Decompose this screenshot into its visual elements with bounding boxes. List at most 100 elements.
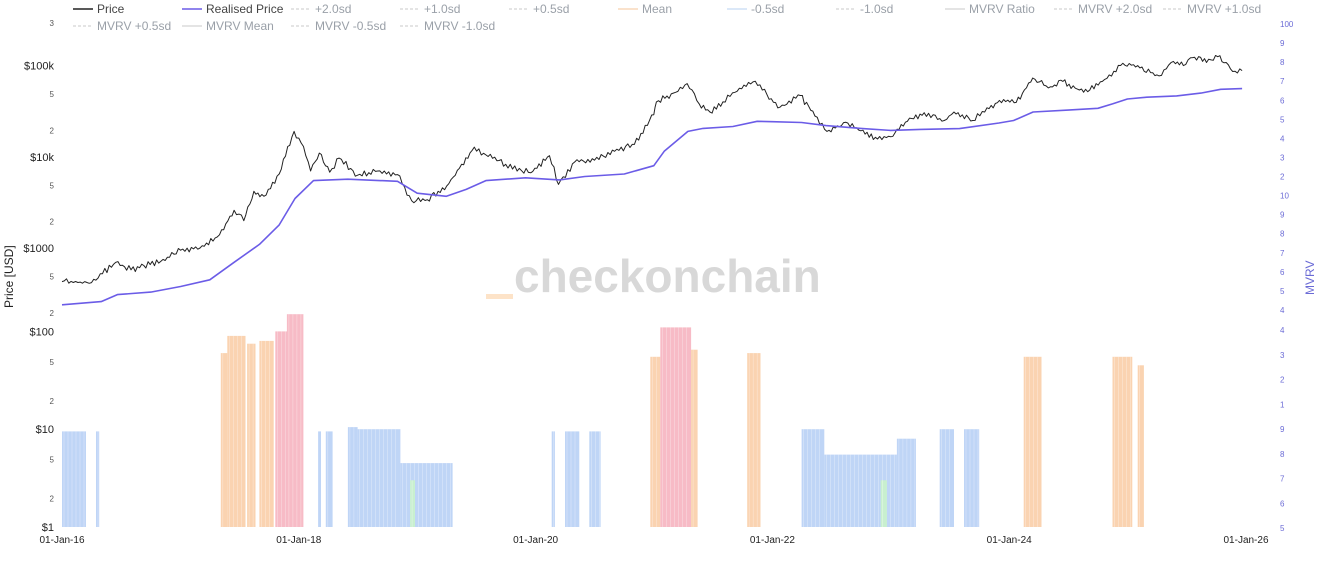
mvrv-band-elevated: [1137, 365, 1144, 527]
y-tick-left-minor: 2: [50, 309, 55, 318]
legend-item-2-0sd[interactable]: +2.0sd: [291, 2, 351, 16]
y-tick-right-top: 7: [1280, 77, 1285, 86]
mvrv-band-low: [589, 431, 601, 527]
mvrv-band-elevated: [650, 356, 661, 527]
y-tick-left-major: $100: [30, 326, 54, 338]
legend-item-mvrv-ratio[interactable]: MVRV Ratio: [945, 2, 1035, 16]
legend-label: +2.0sd: [315, 2, 351, 16]
mvrv-band-elevated: [1023, 356, 1042, 527]
mvrv-band-low: [400, 463, 453, 527]
y-tick-left-major: $100k: [24, 61, 54, 73]
mvrv-band-low: [347, 427, 358, 527]
mvrv-band-high: [286, 314, 304, 527]
legend-item-mvrv-0-5sd[interactable]: MVRV +0.5sd: [73, 19, 171, 33]
mvrv-band-low: [964, 429, 980, 527]
y-tick-left-minor: 2: [50, 397, 55, 406]
y-tick-right-top: 7: [1280, 249, 1285, 258]
mvrv-band-low: [62, 431, 86, 527]
mvrv-band-high: [660, 327, 692, 527]
legend-item-realised-price[interactable]: Realised Price: [182, 2, 284, 16]
legend-item-mvrv-1-0sd[interactable]: MVRV -1.0sd: [400, 19, 495, 33]
mvrv-band-elevated: [247, 343, 256, 527]
legend-item-mvrv-2-0sd[interactable]: MVRV +2.0sd: [1054, 2, 1152, 16]
mvrv-bands-area: [62, 314, 1144, 527]
legend-item-mvrv-0-5sd[interactable]: MVRV -0.5sd: [291, 19, 386, 33]
y-tick-right-top: 9: [1280, 39, 1285, 48]
x-tick-label: 01-Jan-22: [750, 535, 795, 546]
mvrv-band-low: [896, 438, 916, 527]
y-tick-right-bottom: 5: [1280, 524, 1285, 533]
mvrv-band-low: [939, 429, 954, 527]
y-tick-left-minor: 2: [50, 495, 55, 504]
series-line-price: [61, 55, 1243, 284]
y-tick-right-bottom: 1: [1280, 400, 1285, 409]
legend-label: MVRV +0.5sd: [97, 19, 171, 33]
mvrv-band-elevated: [259, 340, 274, 527]
y-tick-left-major: $10k: [30, 152, 54, 164]
x-tick-label: 01-Jan-18: [276, 535, 321, 546]
y-tick-right-top: 9: [1280, 211, 1285, 220]
y-tick-right-bottom: 6: [1280, 499, 1285, 508]
legend-label: -1.0sd: [860, 2, 893, 16]
y-axis-left-title: Price [USD]: [2, 245, 16, 308]
legend-item-1-0sd[interactable]: -1.0sd: [836, 2, 893, 16]
x-tick-label: 01-Jan-26: [1223, 535, 1268, 546]
y-tick-left-minor: 5: [50, 358, 55, 367]
y-tick-left-minor: 2: [50, 218, 55, 227]
mvrv-band-low: [357, 429, 401, 527]
legend-label: Mean: [642, 2, 672, 16]
mvrv-band-low: [801, 429, 825, 527]
x-axis: 01-Jan-16 01-Jan-18 01-Jan-20 01-Jan-22 01-J…: [39, 535, 1268, 546]
x-tick-label: 01-Jan-16: [39, 535, 84, 546]
legend[interactable]: Price Realised Price +2.0sd +1.0sd +0.5sd Mea…: [73, 2, 1261, 33]
legend-label: MVRV -0.5sd: [315, 19, 386, 33]
y-tick-right-bottom: 8: [1280, 450, 1285, 459]
y-tick-right-top: 2: [1280, 173, 1285, 182]
mvrv-band-low: [551, 431, 555, 527]
y-tick-right-bottom: 9: [1280, 425, 1285, 434]
y-tick-left-minor: 5: [50, 181, 55, 190]
legend-label: MVRV -1.0sd: [424, 19, 495, 33]
y-tick-right-top: 3: [1280, 154, 1285, 163]
mvrv-band-low: [565, 431, 580, 527]
legend-item-1-0sd[interactable]: +1.0sd: [400, 2, 460, 16]
y-tick-left-minor: 5: [50, 456, 55, 465]
legend-label: +0.5sd: [533, 2, 569, 16]
legend-item-mvrv-1-0sd[interactable]: MVRV +1.0sd: [1163, 2, 1261, 16]
legend-label: Price: [97, 2, 125, 16]
legend-item-price[interactable]: Price: [73, 2, 125, 16]
y-tick-right-top: 5: [1280, 115, 1285, 124]
y-tick-right-bottom: 3: [1280, 351, 1285, 360]
legend-label: MVRV +1.0sd: [1187, 2, 1261, 16]
watermark: checkonchain: [514, 250, 821, 302]
y-tick-right-top: 5: [1280, 287, 1285, 296]
y-tick-right-top: 8: [1280, 58, 1285, 67]
watermark-mark: [486, 294, 513, 299]
price-lines: [61, 55, 1243, 306]
y-axis-left: $1000 $10k $100k 2 5 2 5 2 5 3 $1 $10 $100 2 5 2 5: [23, 19, 54, 534]
y-tick-left-minor: 5: [50, 273, 55, 282]
y-tick-right-top: 6: [1280, 96, 1285, 105]
legend-label: MVRV Ratio: [969, 2, 1035, 16]
y-tick-left-minor: 5: [50, 90, 55, 99]
legend-item-mvrv-mean[interactable]: MVRV Mean: [182, 19, 274, 33]
y-tick-left-major: $10: [36, 424, 54, 436]
y-tick-right-bottom: 7: [1280, 475, 1285, 484]
mvrv-band-elevated: [747, 353, 761, 527]
mvrv-band-elevated: [227, 335, 246, 527]
mvrv-band-low: [96, 431, 100, 527]
y-tick-right-top: 4: [1280, 134, 1285, 143]
mvrv-band-very_low: [410, 480, 415, 527]
y-tick-left-major: $1000: [23, 243, 54, 255]
mvrv-band-high: [275, 331, 287, 527]
y-tick-right-top: 10: [1280, 192, 1289, 201]
mvrv-band-low: [325, 431, 333, 527]
y-tick-right-top: 6: [1280, 268, 1285, 277]
x-tick-label: 01-Jan-24: [987, 535, 1032, 546]
legend-item-0-5sd[interactable]: +0.5sd: [509, 2, 569, 16]
x-tick-label: 01-Jan-20: [513, 535, 558, 546]
legend-label: -0.5sd: [751, 2, 784, 16]
legend-item-mean[interactable]: Mean: [618, 2, 672, 16]
legend-item-0-5sd[interactable]: -0.5sd: [727, 2, 784, 16]
